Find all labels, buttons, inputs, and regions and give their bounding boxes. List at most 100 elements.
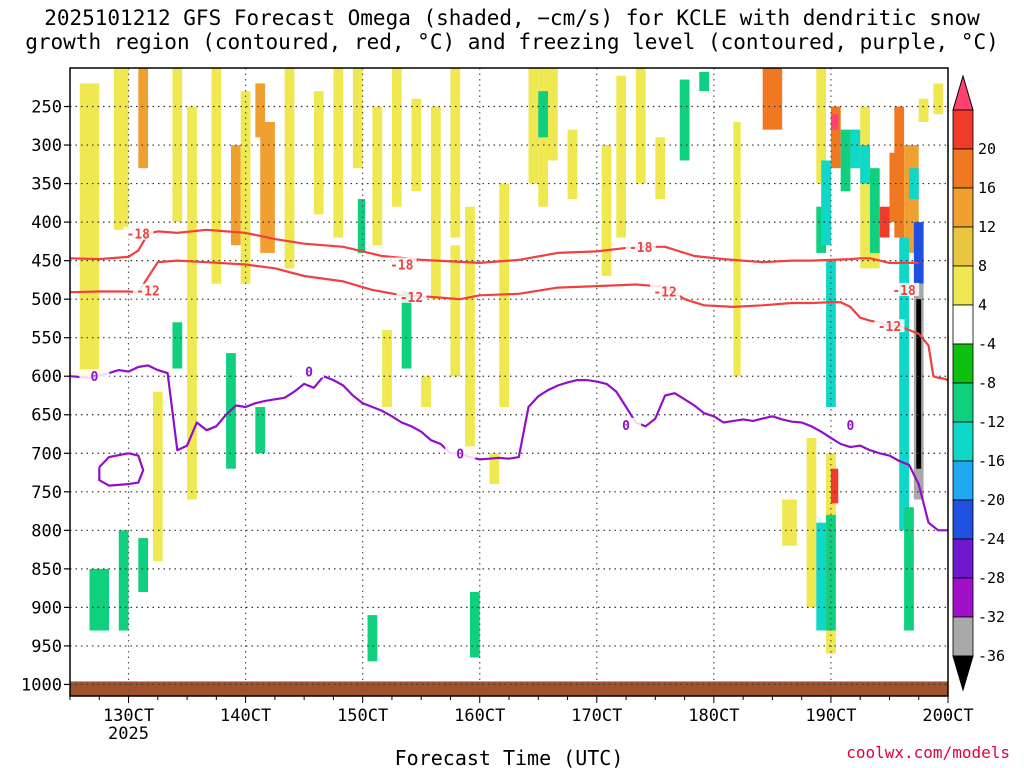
y-tick-label: 700 [31, 444, 62, 464]
omega-patch [372, 106, 383, 246]
omega-patch [635, 68, 646, 184]
omega-patch [538, 91, 549, 138]
omega-patch [450, 68, 461, 238]
y-tick-label: 600 [31, 367, 62, 387]
contour-label: -18 [127, 228, 151, 243]
omega-patch [899, 237, 909, 531]
colorbar-label: -32 [978, 608, 1005, 626]
colorbar-label: 4 [978, 296, 987, 314]
omega-patch [655, 137, 666, 199]
colorbar-label: 16 [978, 179, 996, 197]
omega-patch [367, 615, 378, 662]
omega-patch [401, 291, 412, 369]
contour-line [70, 364, 948, 532]
y-tick-label: 800 [31, 521, 62, 541]
omega-patch [567, 129, 578, 199]
x-axis-label: Forecast Time (UTC) [395, 746, 624, 768]
omega-patch [826, 260, 836, 408]
contour-label-bg [79, 369, 110, 383]
colorbar-label: -36 [978, 647, 1005, 665]
colorbar-label: -28 [978, 569, 1005, 587]
colorbar-label: -12 [978, 413, 1005, 431]
omega-patch [352, 68, 363, 169]
omega-patch [89, 568, 110, 631]
colorbar-band [952, 148, 974, 189]
omega-patch [601, 145, 612, 277]
colorbar-label: 20 [978, 140, 996, 158]
omega-patch [172, 68, 183, 223]
omega-patch [430, 106, 441, 300]
omega-patch [679, 79, 690, 161]
omega-patch [152, 391, 163, 562]
omega-patch [255, 83, 266, 138]
omega-patch [172, 322, 183, 369]
omega-patch [469, 591, 480, 658]
contour-label: -18 [892, 284, 916, 299]
chart-title: 2025101212 GFS Forecast Omega (shaded, −… [0, 6, 1024, 54]
surface-fill [70, 681, 948, 696]
colorbar-label: 8 [978, 257, 987, 275]
omega-patch [240, 91, 251, 284]
colorbar-band [952, 538, 974, 579]
contour-label-bg [625, 239, 656, 253]
omega-patch [538, 68, 549, 207]
y-tick-label: 900 [31, 598, 62, 618]
contour-label-bg [123, 226, 154, 240]
omega-patch [255, 407, 266, 454]
watermark: coolwx.com/models [846, 743, 1010, 762]
omega-patch [313, 91, 324, 215]
omega-patch [187, 106, 197, 500]
omega-patch [118, 530, 129, 631]
colorbar-label: -20 [978, 491, 1005, 509]
contour-label: 0 [847, 419, 855, 434]
x-tick-label: 140CT [220, 706, 271, 726]
contour-label: 0 [305, 366, 313, 381]
omega-patch [860, 106, 870, 269]
x-tick-label: 150CT [337, 706, 388, 726]
omega-patch [465, 206, 475, 454]
omega-patch [916, 299, 922, 469]
omega-patch [79, 83, 100, 377]
omega-patch [826, 514, 836, 631]
y-tick-label: 350 [31, 175, 62, 195]
omega-patch [830, 106, 841, 169]
omega-patch [850, 129, 861, 169]
colorbar-label: 12 [978, 218, 996, 236]
y-tick-label: 450 [31, 252, 62, 272]
omega-patch [230, 145, 241, 246]
omega-patch [830, 468, 839, 504]
y-tick-label: 300 [31, 136, 62, 156]
y-tick-label: 550 [31, 329, 62, 349]
omega-patch [821, 160, 831, 246]
contour-label: -12 [653, 285, 676, 300]
y-axis: 250 300 350 400 450 500 550 600 650 700 750 800 850 9… [21, 98, 70, 695]
omega-patch [411, 98, 422, 192]
colorbar-label: -4 [978, 335, 996, 353]
contour-label-bg [611, 417, 642, 431]
contour-label: 0 [90, 370, 98, 385]
colorbar-band [952, 265, 974, 306]
contour-label-bg [874, 319, 905, 333]
colorbar-band [952, 109, 974, 150]
y-tick-label: 950 [31, 637, 62, 657]
contour-label-bg [650, 284, 681, 298]
colorbar-band [952, 616, 974, 657]
contour-line [98, 452, 145, 487]
omega-patch [816, 522, 827, 631]
contour-line [70, 228, 919, 264]
omega-patch [869, 168, 880, 253]
omega-patch [908, 168, 919, 199]
x-tick-year-label: 2025 [108, 724, 149, 744]
colorbar-band [952, 226, 974, 267]
y-tick-label: 750 [31, 483, 62, 503]
y-tick-label: 400 [31, 213, 62, 233]
omega-patch [616, 75, 627, 238]
contour-label-bg [889, 282, 920, 296]
omega-shading [79, 68, 944, 662]
contour-label-bg [133, 283, 164, 297]
x-axis: 130CT 140CT 150CT 160CT 170CT 180CT 190CT 200CT… [69, 696, 974, 744]
colorbar-label: -8 [978, 374, 996, 392]
omega-patch [913, 222, 924, 284]
omega-patch [260, 121, 275, 253]
